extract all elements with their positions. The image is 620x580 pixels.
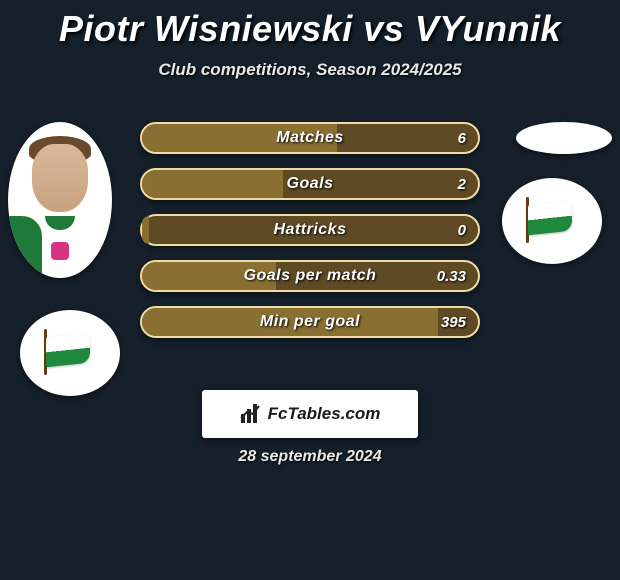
page-subtitle: Club competitions, Season 2024/2025	[0, 60, 620, 80]
stat-value-right: 0.33	[437, 262, 466, 290]
stat-value-right: 6	[458, 124, 466, 152]
stat-label: Min per goal	[142, 308, 478, 336]
player-right-club-badge	[502, 178, 602, 264]
stat-label: Matches	[142, 124, 478, 152]
stat-row: Matches6	[140, 122, 480, 154]
player-right-avatar	[516, 122, 612, 154]
stat-value-right: 2	[458, 170, 466, 198]
stat-row: Hattricks0	[140, 214, 480, 246]
club-crest-icon	[520, 189, 584, 253]
stats-list: Matches6Goals2Hattricks0Goals per match0…	[140, 122, 480, 352]
jersey-stripe	[8, 216, 42, 278]
sponsor-logo	[51, 242, 69, 260]
brand-badge: FcTables.com	[202, 390, 418, 438]
stat-label: Goals per match	[142, 262, 478, 290]
club-crest-icon	[38, 321, 102, 385]
brand-text: FcTables.com	[268, 404, 381, 424]
bar-chart-icon	[240, 404, 262, 424]
stat-label: Hattricks	[142, 216, 478, 244]
stat-value-right: 395	[441, 308, 466, 336]
stat-row: Goals per match0.33	[140, 260, 480, 292]
stat-label: Goals	[142, 170, 478, 198]
player-left-avatar	[8, 122, 112, 278]
stat-row: Min per goal395	[140, 306, 480, 338]
stat-row: Goals2	[140, 168, 480, 200]
comparison-infographic: { "header": { "title": "Piotr Wisniewski…	[0, 0, 620, 580]
player-face	[32, 144, 88, 212]
player-left-club-badge	[20, 310, 120, 396]
date-stamp: 28 september 2024	[0, 448, 620, 466]
stat-value-right: 0	[458, 216, 466, 244]
page-title: Piotr Wisniewski vs VYunnik	[0, 0, 620, 50]
